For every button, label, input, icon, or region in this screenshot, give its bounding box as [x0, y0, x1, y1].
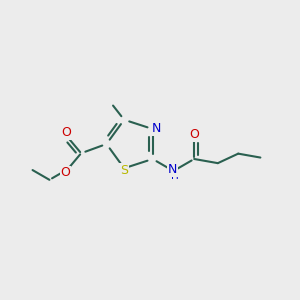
Text: O: O [189, 128, 199, 141]
Text: N: N [167, 163, 177, 176]
Text: N: N [152, 122, 161, 135]
Text: O: O [60, 167, 70, 179]
Text: S: S [120, 164, 128, 177]
Text: H: H [171, 171, 178, 181]
Text: O: O [61, 126, 71, 139]
